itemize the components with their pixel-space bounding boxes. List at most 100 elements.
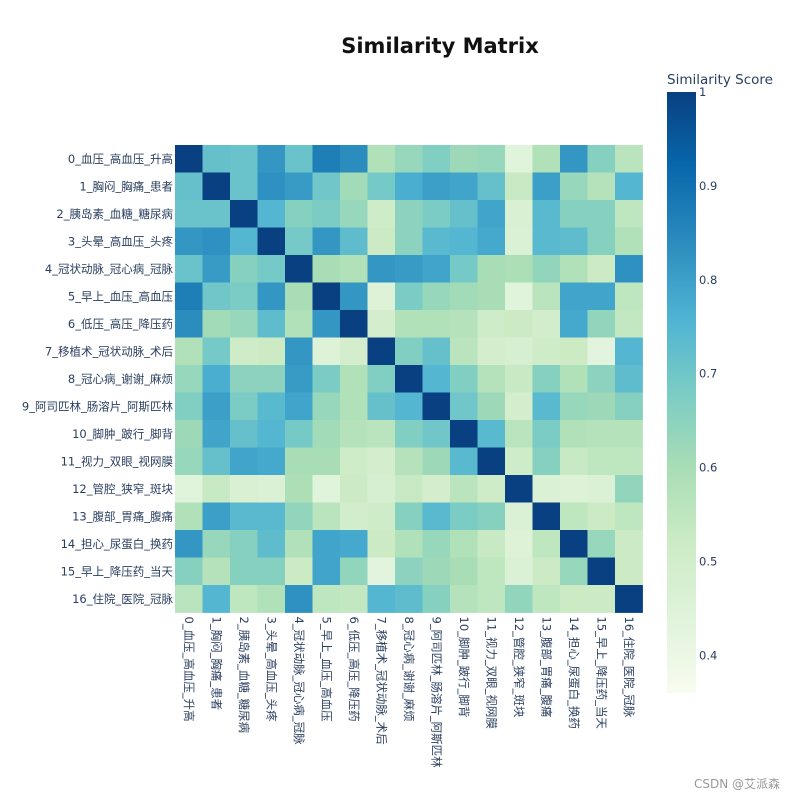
heatmap-cell	[532, 310, 561, 338]
y-tick-label: 2_胰岛素_血糖_糖尿病	[56, 207, 173, 221]
heatmap-cell	[175, 172, 203, 201]
y-tick-label: 11_视力_双眼_视网膜	[61, 454, 173, 468]
heatmap-cell	[615, 310, 643, 338]
heatmap-cell	[422, 530, 451, 558]
heatmap-cell	[587, 337, 616, 366]
heatmap-cell	[340, 145, 368, 173]
heatmap-cell	[532, 585, 561, 613]
heatmap-cell	[285, 502, 313, 531]
heatmap-cell	[477, 557, 506, 586]
heatmap-cell	[340, 557, 368, 586]
heatmap-cell	[175, 557, 203, 586]
heatmap-cell	[257, 502, 286, 531]
heatmap-cell	[505, 530, 533, 558]
heatmap-cell	[505, 200, 533, 228]
y-tick-label: 5_早上_血压_高血压	[68, 289, 173, 303]
heatmap-cell	[560, 200, 588, 228]
heatmap-cell	[560, 502, 588, 531]
heatmap-cell	[175, 475, 203, 503]
heatmap-cell	[230, 282, 258, 311]
heatmap-cell	[587, 557, 616, 586]
heatmap-cell	[615, 447, 643, 476]
heatmap-cell	[450, 557, 478, 586]
x-tick-label: 4_冠状动脉_冠心病_冠脉	[292, 617, 306, 746]
heatmap-cell	[477, 310, 506, 338]
heatmap-cell	[505, 447, 533, 476]
heatmap-cell	[367, 447, 396, 476]
heatmap-cell	[340, 255, 368, 283]
heatmap-cell	[340, 200, 368, 228]
heatmap-cell	[285, 392, 313, 421]
heatmap-cell	[505, 392, 533, 421]
y-tick-label: 9_阿司匹林_肠溶片_阿斯匹林	[22, 399, 174, 413]
heatmap-cell	[285, 447, 313, 476]
heatmap-cell	[230, 365, 258, 393]
heatmap-cell	[257, 530, 286, 558]
heatmap-cell	[450, 255, 478, 283]
heatmap-cell	[505, 227, 533, 256]
heatmap-cell	[532, 145, 561, 173]
heatmap-cell	[560, 585, 588, 613]
heatmap-cell	[285, 200, 313, 228]
heatmap-cell	[367, 585, 396, 613]
heatmap-cell	[367, 420, 396, 448]
heatmap-cell	[175, 227, 203, 256]
heatmap-cell	[367, 337, 396, 366]
heatmap-cell	[175, 502, 203, 531]
heatmap-cell	[477, 227, 506, 256]
x-tick-label: 5_早上_血压_高血压	[319, 617, 333, 722]
heatmap-cell	[477, 585, 506, 613]
heatmap-cell	[367, 200, 396, 228]
heatmap-cell	[202, 365, 231, 393]
heatmap-cell	[505, 310, 533, 338]
heatmap-cell	[202, 255, 231, 283]
heatmap-cell	[422, 392, 451, 421]
heatmap-cell	[340, 530, 368, 558]
heatmap-cell	[532, 447, 561, 476]
heatmap-cell	[477, 420, 506, 448]
heatmap-cell	[450, 585, 478, 613]
heatmap-cell	[395, 420, 423, 448]
x-tick-label: 2_胰岛素_血糖_糖尿病	[237, 617, 251, 734]
heatmap-cell	[340, 172, 368, 201]
x-tick-label: 9_阿司匹林_肠溶片_阿斯匹林	[429, 617, 443, 769]
colorbar-tick-label: 0.7	[699, 367, 717, 381]
heatmap-cell	[450, 227, 478, 256]
y-tick-label: 4_冠状动脉_冠心病_冠脉	[45, 262, 174, 276]
heatmap-cell	[285, 420, 313, 448]
colorbar-tick-label: 1	[699, 85, 706, 99]
x-tick-label: 11_视力_双眼_视网膜	[484, 617, 498, 729]
heatmap-cell	[285, 227, 313, 256]
heatmap-cell	[285, 475, 313, 503]
heatmap-cell	[615, 365, 643, 393]
heatmap-cell	[615, 172, 643, 201]
colorbar-tick-label: 0.9	[699, 179, 717, 193]
heatmap-cell	[285, 255, 313, 283]
heatmap-cell	[340, 337, 368, 366]
heatmap-cell	[532, 502, 561, 531]
heatmap-cell	[312, 447, 341, 476]
heatmap-cell	[587, 447, 616, 476]
heatmap-cell	[395, 557, 423, 586]
heatmap-cell	[285, 585, 313, 613]
heatmap-cell	[312, 255, 341, 283]
heatmap-cell	[285, 282, 313, 311]
heatmap-cell	[615, 530, 643, 558]
heatmap-cell	[312, 420, 341, 448]
x-tick-label: 3_头晕_高血压_头疼	[264, 617, 278, 723]
heatmap-cell	[422, 227, 451, 256]
heatmap-cell	[395, 365, 423, 393]
heatmap-cell	[257, 310, 286, 338]
heatmap-cell	[340, 392, 368, 421]
x-tick-label: 6_低压_高压_降压药	[347, 617, 361, 722]
heatmap-cell	[422, 282, 451, 311]
heatmap-cell	[285, 145, 313, 173]
heatmap-cell	[257, 227, 286, 256]
heatmap-cell	[257, 557, 286, 586]
heatmap-cell	[395, 447, 423, 476]
heatmap-cell	[587, 365, 616, 393]
heatmap-cell	[202, 420, 231, 448]
heatmap-cell	[257, 475, 286, 503]
heatmap-cell	[532, 420, 561, 448]
heatmap-cell	[230, 392, 258, 421]
